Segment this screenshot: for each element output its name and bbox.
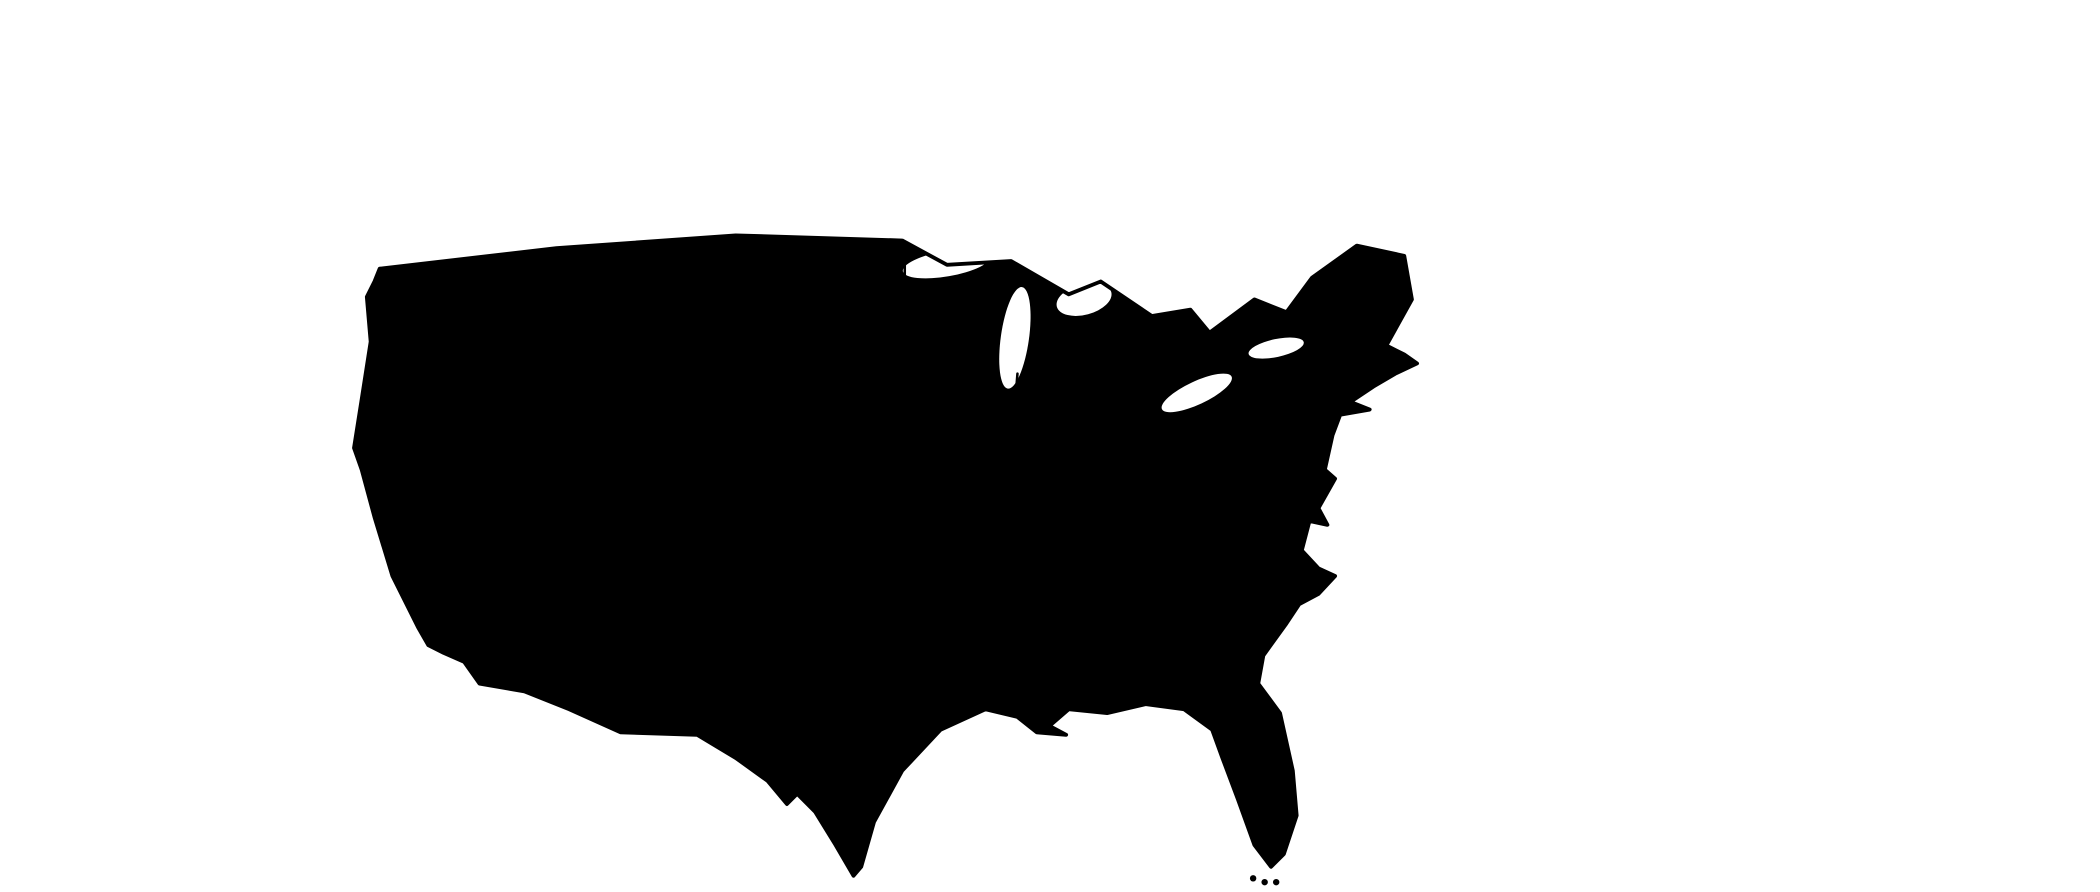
map-region — [388, 454, 453, 600]
map-region — [1249, 875, 1257, 882]
map-region — [786, 237, 1410, 492]
map-region — [1251, 758, 1266, 789]
state-borders — [356, 237, 1345, 780]
lake-ontario — [1248, 337, 1304, 359]
map-raster — [354, 235, 1418, 876]
map-region — [568, 632, 642, 684]
map-region — [569, 678, 600, 700]
florida-keys — [1249, 875, 1280, 886]
map-region — [836, 806, 860, 838]
map-region — [1017, 412, 1225, 454]
lake-erie — [1161, 373, 1232, 413]
map-region — [1265, 845, 1282, 861]
map-region — [1261, 878, 1268, 886]
map-region — [1272, 878, 1280, 886]
map-region — [1354, 340, 1410, 391]
us-map — [352, 233, 1419, 886]
map-region — [526, 640, 545, 702]
map-region — [639, 392, 673, 427]
lake-michigan — [999, 287, 1031, 389]
map-region — [1222, 542, 1279, 585]
